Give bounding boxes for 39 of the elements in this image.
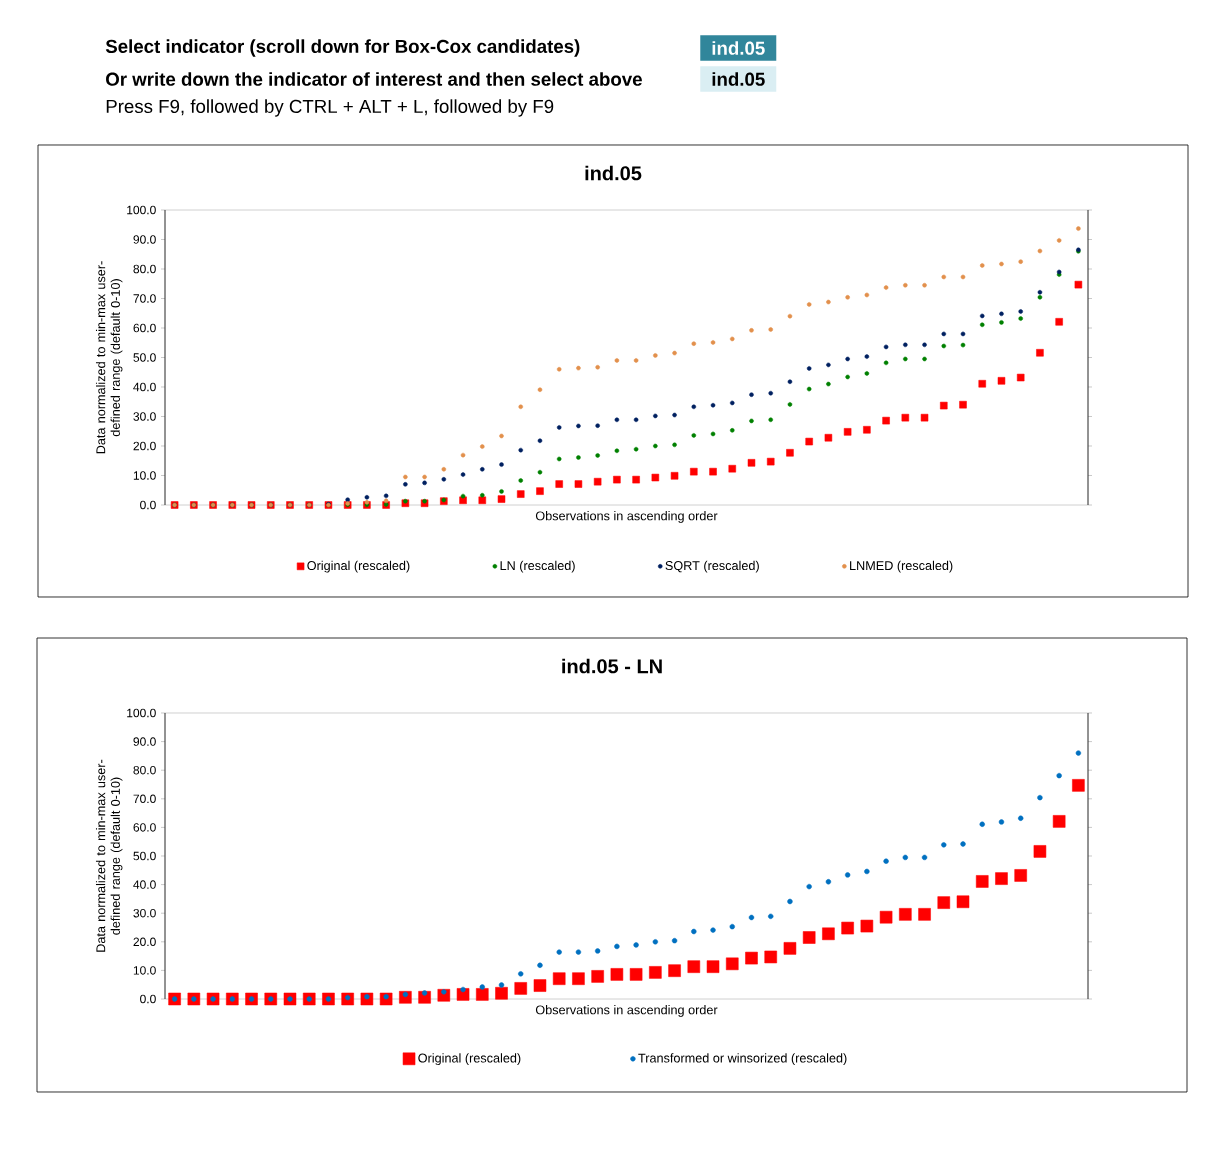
legend-label: Transformed or winsorized (rescaled)	[638, 1053, 847, 1066]
y-tick-label: 80.0	[133, 264, 156, 274]
y-tick-label: 100.0	[127, 205, 156, 215]
y-tick-label: 30.0	[133, 908, 156, 918]
y-tick-label: 90.0	[133, 737, 156, 746]
y-tick-label: 70.0	[133, 794, 156, 804]
y-tick-label: 40.0	[133, 382, 156, 392]
y-tick-label: 80.0	[133, 765, 156, 775]
y-tick-label: 20.0	[133, 937, 156, 947]
chart-title: ind.05	[585, 165, 642, 181]
y-tick-label: 100.0	[127, 708, 156, 718]
y-tick-label: 0.0	[140, 994, 156, 1004]
y-axis-title: Data normalized to min-max user-defined range (default 0-10)	[95, 261, 123, 454]
y-tick-label: 60.0	[133, 323, 156, 333]
y-tick-label: 60.0	[133, 823, 156, 832]
text: Press F9, followed by CTRL + ALT + L, followed by F9	[106, 99, 554, 117]
text: ind.05	[712, 72, 765, 86]
legend-label: SQRT (rescaled)	[665, 560, 759, 573]
legend-label: Original (rescaled)	[307, 560, 410, 573]
chart-title: ind.05 - LN	[562, 658, 662, 674]
y-tick-label: 10.0	[133, 966, 156, 975]
y-tick-label: 70.0	[133, 294, 156, 303]
y-tick-label: 50.0	[133, 353, 156, 362]
y-tick-label: 20.0	[133, 441, 156, 451]
legend-label: LNMED (rescaled)	[850, 560, 953, 573]
legend-label: LN (rescaled)	[500, 560, 575, 573]
text: Or write down the indicator of interest and then select above	[106, 72, 642, 86]
y-tick-label: 50.0	[133, 851, 156, 861]
x-axis-title: Observations in ascending order	[535, 1005, 718, 1017]
y-tick-label: 40.0	[133, 880, 156, 889]
y-tick-label: 30.0	[133, 412, 156, 421]
y-axis-title: Data normalized to min-max user-defined range (default 0-10)	[95, 759, 123, 952]
x-axis-title: Observations in ascending order	[535, 511, 718, 523]
text: ind.05	[712, 41, 765, 55]
legend-label: Original (rescaled)	[418, 1053, 521, 1066]
y-tick-label: 90.0	[133, 235, 156, 244]
y-tick-label: 10.0	[133, 471, 156, 480]
text: Select indicator (scroll down for Box-Cox candidates)	[105, 39, 580, 57]
y-tick-label: 0.0	[140, 500, 156, 510]
